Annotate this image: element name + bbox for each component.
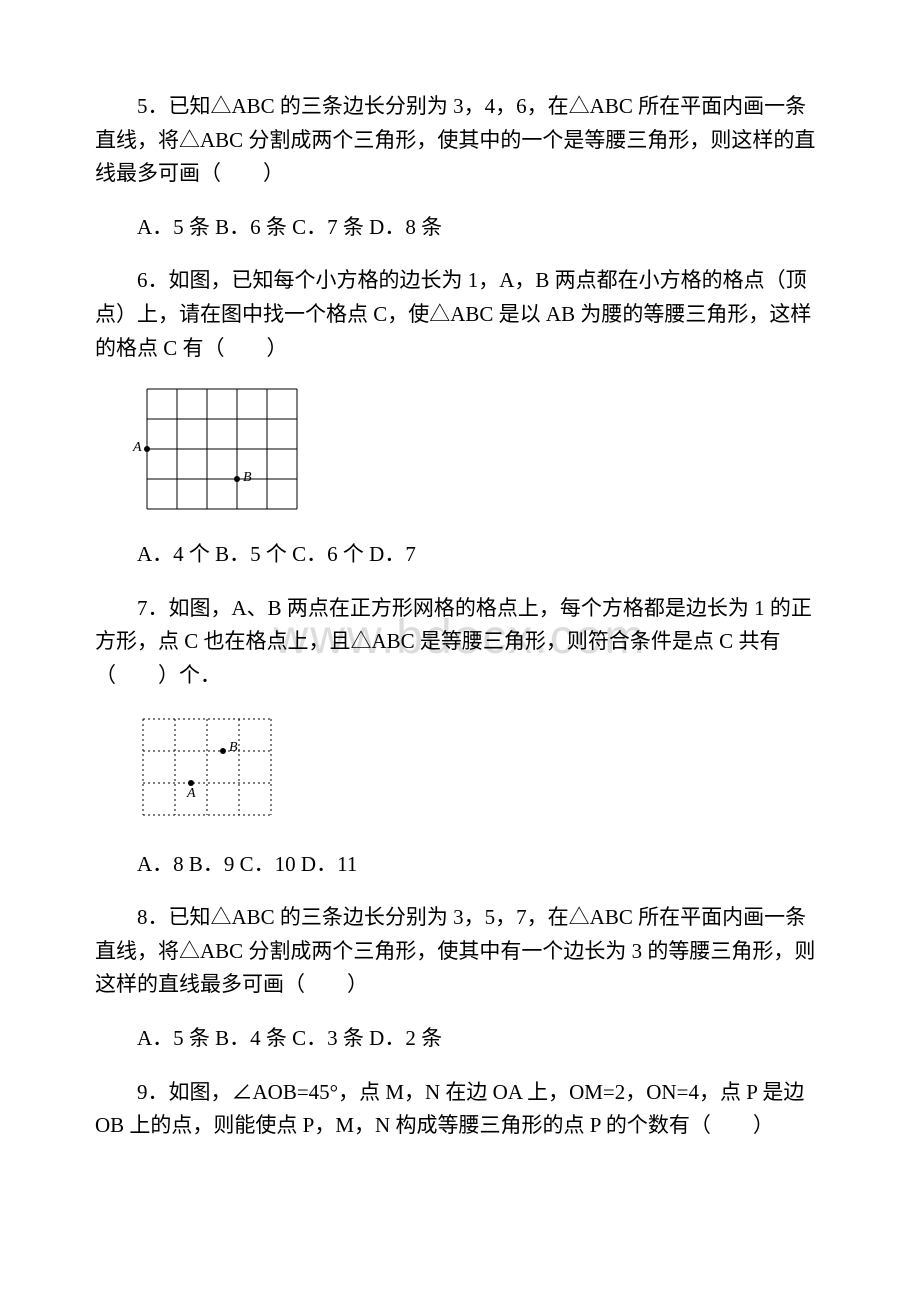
svg-text:B: B	[243, 470, 252, 485]
question-6-text: 6．如图，已知每个小方格的边长为 1，A，B 两点都在小方格的格点（顶点）上，请…	[95, 264, 825, 365]
question-6-options: A．4 个 B．5 个 C．6 个 D．7	[95, 538, 825, 572]
question-9-text: 9．如图，∠AOB=45°，点 M，N 在边 OA 上，OM=2，ON=4，点 …	[95, 1076, 825, 1143]
question-5-options: A．5 条 B．6 条 C．7 条 D．8 条	[95, 211, 825, 245]
svg-text:B: B	[229, 740, 238, 755]
question-7-figure: AB	[127, 713, 825, 828]
question-6-figure: AB	[127, 385, 825, 518]
svg-text:A: A	[186, 786, 196, 801]
question-7-options: A．8 B．9 C．10 D．11	[95, 848, 825, 882]
svg-text:A: A	[132, 440, 142, 455]
question-8-options: A．5 条 B．4 条 C．3 条 D．2 条	[95, 1022, 825, 1056]
question-7-text: 7．如图，A、B 两点在正方形网格的格点上，每个方格都是边长为 1 的正方形，点…	[95, 592, 825, 693]
page-content: 5．已知△ABC 的三条边长分别为 3，4，6，在△ABC 所在平面内画一条直线…	[95, 90, 825, 1143]
question-5-text: 5．已知△ABC 的三条边长分别为 3，4，6，在△ABC 所在平面内画一条直线…	[95, 90, 825, 191]
question-8-text: 8．已知△ABC 的三条边长分别为 3，5，7，在△ABC 所在平面内画一条直线…	[95, 901, 825, 1002]
